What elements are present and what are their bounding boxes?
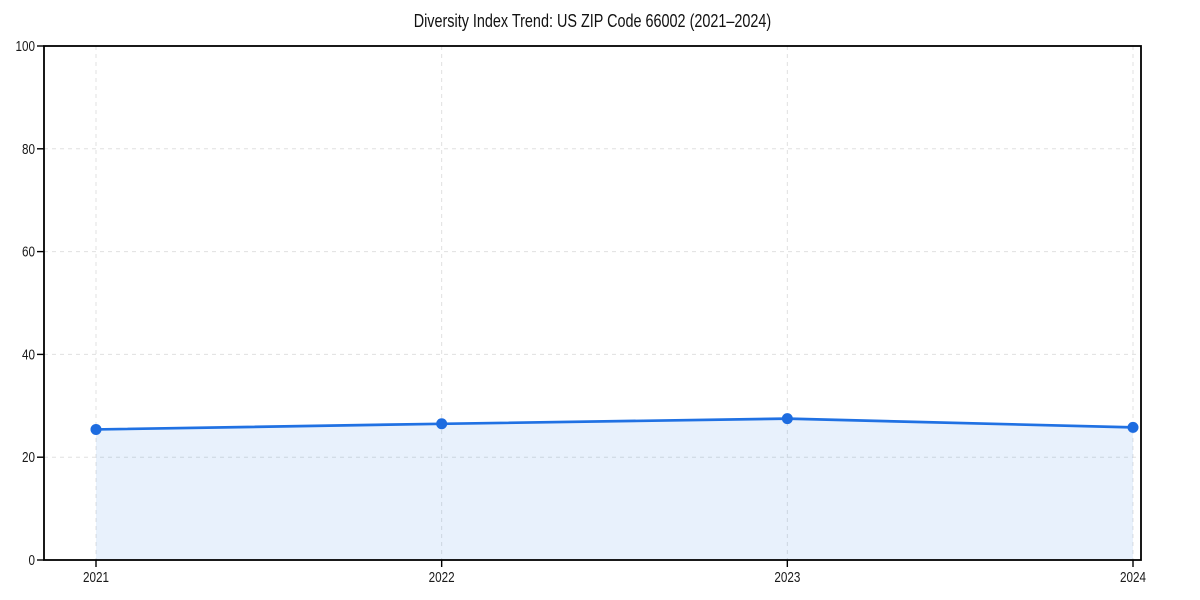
- x-tick-label: 2023: [774, 570, 800, 586]
- data-point: [781, 413, 793, 425]
- data-point: [436, 418, 448, 430]
- x-tick-label: 2022: [429, 570, 455, 586]
- trend-line: [94, 417, 1135, 431]
- y-tick-label: 20: [22, 450, 35, 466]
- plot-border: [43, 45, 1142, 561]
- x-tick-label: 2021: [83, 570, 109, 586]
- y-tick-label: 60: [22, 245, 35, 261]
- area-fill: [96, 418, 1133, 560]
- y-tick-label: 40: [22, 347, 35, 363]
- chart-title-text: Diversity Index Trend: US ZIP Code 66002…: [413, 11, 772, 31]
- y-tick-label: 0: [29, 553, 36, 569]
- y-tick-label: 80: [22, 142, 35, 158]
- y-tick-label: 100: [16, 39, 36, 55]
- data-point: [1127, 421, 1139, 433]
- data-point: [90, 423, 102, 435]
- chart-title: Diversity Index Trend: US ZIP Code 66002…: [44, 10, 1141, 32]
- x-tick-label: 2024: [1120, 570, 1146, 586]
